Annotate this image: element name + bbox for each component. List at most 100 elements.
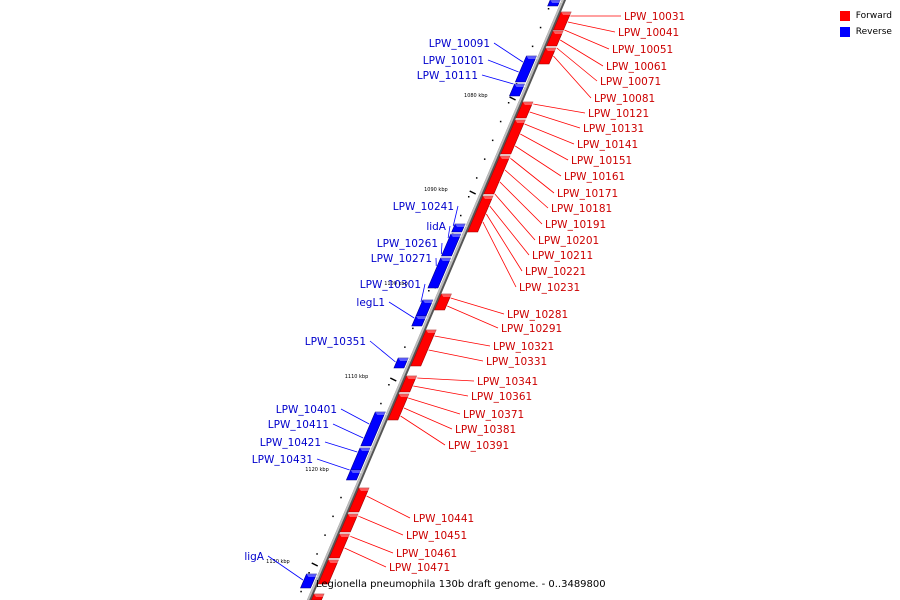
gene-highlight [450,234,463,237]
reverse-gene-label: LPW_10101 [423,55,484,67]
forward-gene [328,533,350,559]
axis-ticks: 1080 kbp 1090 kbp 1100 kbp 1110 kbp 1120 kbp… [266,93,516,567]
gene-highlight [522,102,535,105]
minor-tick [316,553,318,555]
gene-highlight [350,470,363,473]
forward-gene [348,487,370,513]
gene-highlight [406,376,419,379]
reverse-leader-line [447,225,451,239]
gene-highlight [514,84,527,87]
gene-highlight [347,514,360,517]
reverse-gene [300,573,317,589]
forward-gene-label: LPW_10281 [507,309,568,321]
forward-gene-label: LPW_10051 [612,44,673,56]
minor-tick [340,496,342,499]
minor-tick [475,177,478,179]
gene-labels: LPW_10031 LPW_10041 LPW_10051 LPW_10061 LPW_… [244,11,685,574]
gene-highlight [561,12,574,15]
reverse-gene [345,469,362,481]
minor-tick [539,26,542,29]
gene-highlight [339,534,352,537]
tick-label: 1120 kbp [305,467,329,473]
forward-gene-label: LPW_10031 [624,11,685,23]
reverse-leader-line [267,555,304,581]
tick-mark [389,377,397,382]
forward-gene [515,101,534,119]
tick-mark [509,96,516,101]
forward-leader-line [447,305,499,329]
forward-gene [483,155,511,195]
forward-leader-line [349,535,394,554]
legend-reverse: Reverse [839,24,892,40]
forward-leader-line [485,213,523,272]
minor-tick [531,45,534,48]
reverse-gene [508,83,525,97]
forward-leader-line [366,495,411,519]
reverse-gene-label: LPW_10271 [371,253,432,265]
forward-leader-line [520,133,569,161]
tick-label: 1090 kbp [424,187,448,193]
legend-forward-label: Forward [855,11,892,21]
forward-gene-label: LPW_10181 [551,203,612,215]
reverse-gene [441,233,462,257]
forward-gene-label: LPW_10341 [477,376,538,388]
reverse-leader-line [332,423,364,439]
reverse-gene-label: lidA [426,221,446,233]
reverse-gene [547,0,561,7]
gene-highlight [515,120,528,123]
forward-leader-line [494,193,536,241]
forward-gene-label: LPW_10231 [519,282,580,294]
minor-tick [324,534,326,536]
forward-leader-line [344,547,387,568]
minor-tick [459,214,462,217]
gene-highlight [550,0,563,3]
gene-highlight [441,294,454,297]
forward-gene-label: LPW_10061 [606,61,667,73]
reverse-leader-line [388,301,415,319]
forward-gene [387,393,410,421]
forward-gene-label: LPW_10071 [600,76,661,88]
minor-tick [547,8,550,10]
forward-leader-line [524,123,575,145]
forward-leader-line [532,103,586,114]
reverse-gene [360,411,386,447]
forward-leader-line [567,21,616,33]
reverse-gene-label: LPW_10301 [360,279,421,291]
gene-highlight [359,448,372,451]
reverse-leader-line [440,242,443,255]
forward-leader-line [564,29,610,50]
forward-gene-label: LPW_10391 [448,440,509,452]
tick-mark [311,562,319,567]
forward-gene-label: LPW_10161 [564,171,625,183]
gene-highlight [526,56,539,59]
forward-leader-line [416,377,475,382]
gene-highlight [358,488,371,491]
forward-leader-line [450,297,505,315]
reverse-gene-label: LPW_10091 [429,38,490,50]
reverse-gene [514,55,537,83]
forward-leader-line [408,397,461,415]
reverse-leader-line [420,283,426,303]
forward-gene [399,375,418,393]
reverse-gene [393,357,409,369]
minor-tick [491,139,494,142]
legend-reverse-swatch [839,27,850,37]
minor-tick [332,515,334,518]
forward-gene-label: LPW_10291 [501,323,562,335]
forward-gene-label: LPW_10121 [588,108,649,120]
forward-leader-line [403,407,453,430]
minor-tick [388,384,390,386]
map-caption: Legionella pneumophila 130b draft genome… [316,579,606,590]
forward-leader-line [400,415,446,446]
reverse-gene-label: LPW_10421 [260,437,321,449]
forward-gene-label: LPW_10471 [389,562,450,574]
minor-tick [412,327,414,330]
tick-label: 1110 kbp [345,374,369,380]
gene-highlight [455,224,468,227]
forward-genes [311,11,574,600]
tick-mark [469,190,477,195]
reverse-gene-label: LPW_10401 [276,404,337,416]
forward-gene-label: LPW_10131 [583,123,644,135]
minor-tick [507,102,510,104]
